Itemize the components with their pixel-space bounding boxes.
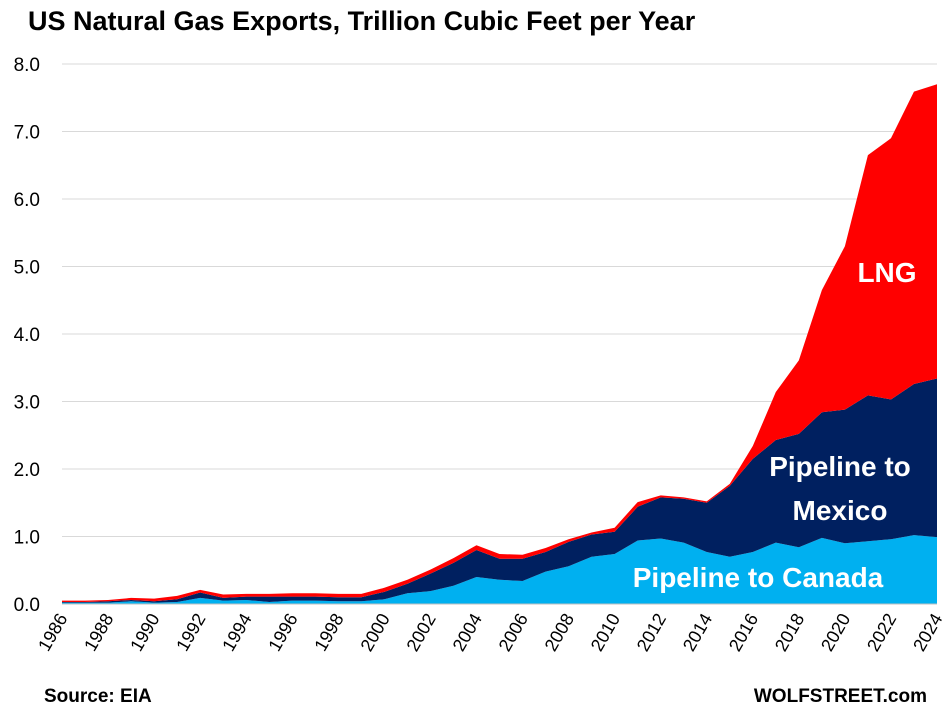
x-tick-label: 1994	[218, 610, 255, 655]
x-tick-label: 2004	[449, 610, 486, 655]
x-axis: 1986 1988 1990 1992 1994 1996 1998 2000 2002 2004…	[34, 603, 946, 655]
credit-note: WOLFSTREET.com	[753, 686, 927, 707]
source-note: Source: EIA	[44, 686, 152, 707]
x-tick-label: 2014	[679, 610, 716, 655]
x-tick-label: 2024	[909, 610, 946, 655]
y-tick-label: 7.0	[14, 123, 40, 144]
area-pipeline-to-canada	[62, 535, 937, 604]
y-tick-label: 8.0	[14, 55, 40, 76]
y-tick-label: 6.0	[14, 190, 40, 211]
x-tick-label: 2002	[403, 610, 440, 655]
x-tick-label: 1998	[310, 610, 347, 655]
area-pipeline-to-mexico	[62, 378, 937, 603]
y-tick-label: 5.0	[14, 258, 40, 279]
series-label-lng: LNG	[857, 257, 916, 288]
y-axis: 0.0 1.0 2.0 3.0 4.0 5.0 6.0 7.0 8.0	[14, 55, 40, 616]
x-tick-label: 2018	[771, 610, 808, 655]
chart-title: US Natural Gas Exports, Trillion Cubic F…	[28, 6, 696, 36]
x-tick-label: 2000	[356, 610, 393, 655]
x-tick-label: 2022	[863, 610, 900, 655]
y-tick-label: 0.0	[14, 595, 40, 616]
series-label-pipeline-to-canada: Pipeline to Canada	[633, 562, 884, 593]
y-tick-label: 1.0	[14, 528, 40, 549]
x-tick-label: 2016	[725, 610, 762, 655]
x-tick-label: 2012	[633, 610, 670, 655]
series-labels: Pipeline to Canada Pipeline to Mexico LNG	[633, 257, 917, 593]
x-tick-label: 1988	[80, 610, 117, 655]
x-tick-label: 2010	[587, 610, 624, 655]
series-label-pipeline-to-mexico: Pipeline to Mexico	[769, 451, 911, 526]
x-tick-label: 1986	[34, 610, 71, 655]
y-tick-label: 4.0	[14, 325, 40, 346]
y-tick-label: 3.0	[14, 393, 40, 414]
x-tick-label: 1996	[264, 610, 301, 655]
x-tick-label: 1990	[126, 610, 163, 655]
series-areas	[62, 84, 937, 604]
x-tick-label: 1992	[172, 610, 209, 655]
x-tick-label: 2008	[541, 610, 578, 655]
x-tick-label: 2006	[495, 610, 532, 655]
y-tick-label: 2.0	[14, 460, 40, 481]
x-tick-label: 2020	[817, 610, 854, 655]
